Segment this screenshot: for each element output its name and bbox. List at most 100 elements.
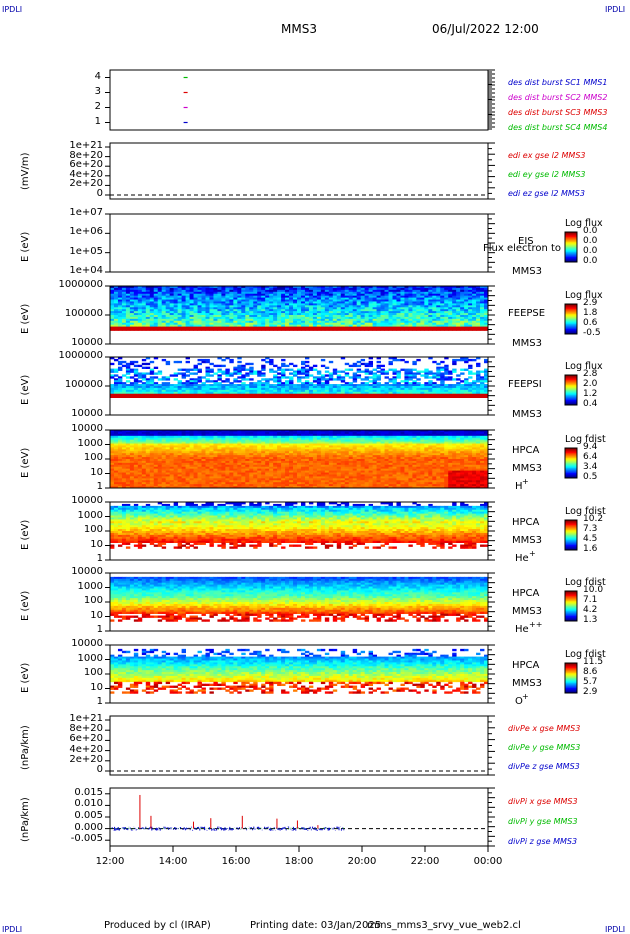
- spectrogram-cell: [285, 368, 290, 371]
- spectrogram-cell: [416, 372, 421, 375]
- spectrogram-cell: [205, 374, 210, 377]
- spectrogram-cell: [348, 326, 354, 329]
- spectrogram-cell: [153, 318, 159, 322]
- spectrogram-cell: [185, 299, 190, 302]
- spectrogram-cell: [161, 435, 167, 439]
- spectrogram-cell: [177, 449, 183, 452]
- spectrogram-cell: [173, 324, 179, 327]
- spectrogram-cell: [332, 299, 338, 302]
- spectrogram-cell: [225, 289, 230, 293]
- spectrogram-cell: [312, 364, 318, 368]
- spectrogram-cell: [173, 286, 179, 289]
- spectrogram-cell: [277, 441, 282, 444]
- spectrogram-cell: [428, 395, 433, 398]
- spectrogram-cell: [265, 451, 270, 454]
- spectrogram-cell: [428, 311, 433, 314]
- spectrogram-cell: [149, 433, 155, 437]
- spectrogram-cell: [277, 297, 282, 300]
- spectrogram-cell: [145, 391, 151, 395]
- spectrogram-cell: [344, 362, 350, 366]
- spectrogram-cell: [368, 391, 374, 395]
- spectrogram-cell: [384, 384, 389, 387]
- spectrogram-cell: [456, 311, 461, 314]
- spectrogram-cell: [133, 431, 139, 435]
- spectrogram-cell: [177, 431, 183, 435]
- spectrogram-cell: [201, 443, 206, 446]
- spectrogram-cell: [197, 387, 202, 391]
- spectrogram-cell: [468, 313, 473, 316]
- spectrogram-cell: [277, 437, 282, 441]
- spectrogram-cell: [249, 378, 254, 381]
- spectrogram-cell: [189, 430, 194, 433]
- spectrogram-cell: [316, 378, 322, 381]
- spectrogram-cell: [177, 372, 183, 375]
- spectrogram-cell: [253, 311, 258, 314]
- spectrogram-cell: [217, 486, 222, 489]
- spectrogram-cell: [181, 478, 186, 481]
- spectrogram-cell: [173, 391, 179, 395]
- spectrogram-cell: [308, 291, 314, 295]
- spectrogram-cell: [189, 291, 194, 295]
- spectrogram-cell: [185, 389, 190, 393]
- spectrogram-cell: [269, 453, 274, 456]
- spectrogram-cell: [257, 460, 262, 464]
- spectrogram-cell: [265, 378, 270, 381]
- spectrogram-cell: [328, 303, 334, 306]
- spectrogram-cell: [348, 311, 354, 314]
- spectrogram-cell: [464, 360, 469, 364]
- spectrogram-cell: [428, 287, 433, 291]
- spectrogram-cell: [205, 309, 210, 312]
- spectrogram-cell: [376, 324, 381, 327]
- spectrogram-cell: [396, 318, 401, 322]
- spectrogram-cell: [464, 318, 469, 322]
- spectrogram-cell: [316, 293, 322, 297]
- spectrogram-cell: [217, 326, 222, 329]
- spectrogram-cell: [125, 395, 131, 398]
- spectrogram-cell: [344, 287, 350, 291]
- spectrogram-cell: [273, 313, 278, 316]
- spectrogram-cell: [229, 474, 234, 477]
- spectrogram-cell: [392, 384, 397, 387]
- spectrogram-cell: [432, 313, 437, 316]
- spectrogram-cell: [229, 384, 234, 387]
- spectrogram-cell: [281, 447, 286, 450]
- spectrogram-cell: [304, 305, 310, 308]
- spectrogram-cell: [424, 315, 429, 318]
- spectrogram-cell: [376, 374, 381, 377]
- spectrogram-cell: [241, 391, 246, 395]
- spectrogram-cell: [141, 297, 147, 300]
- spectrogram-cell: [237, 384, 242, 387]
- spectrogram-cell: [396, 297, 401, 300]
- spectrogram-cell: [285, 457, 290, 460]
- spectrogram-cell: [261, 474, 266, 477]
- spectrogram-cell: [261, 433, 266, 437]
- spectrogram-cell: [289, 386, 294, 389]
- spectrogram-cell: [229, 322, 234, 326]
- spectrogram-cell: [484, 393, 489, 397]
- spectrogram-cell: [157, 484, 163, 487]
- spectrogram-cell: [189, 378, 194, 381]
- spectrogram-cell: [428, 297, 433, 300]
- spectrogram-cell: [424, 395, 429, 398]
- spectrogram-cell: [141, 460, 147, 464]
- spectrogram-cell: [249, 478, 254, 481]
- colorbar-cell: [565, 253, 577, 255]
- spectrogram-cell: [125, 430, 131, 433]
- spectrogram-cell: [177, 459, 183, 462]
- spectrogram-cell: [336, 387, 342, 391]
- spectrogram-cell: [480, 289, 485, 293]
- spectrogram-cell: [249, 468, 254, 471]
- spectrogram-cell: [201, 324, 206, 327]
- spectrogram-cell: [245, 299, 250, 302]
- spectrogram-cell: [380, 286, 385, 289]
- spectrogram-cell: [117, 286, 123, 289]
- spectrogram-cell: [320, 391, 326, 395]
- spectrogram-cell: [364, 326, 370, 329]
- spectrogram-cell: [157, 462, 163, 466]
- spectrogram-cell: [324, 389, 330, 393]
- spectrogram-cell: [189, 451, 194, 454]
- spectrogram-cell: [460, 393, 465, 397]
- spectrogram-cell: [129, 391, 135, 395]
- spectrogram-cell: [324, 299, 330, 302]
- spectrogram-cell: [300, 289, 306, 293]
